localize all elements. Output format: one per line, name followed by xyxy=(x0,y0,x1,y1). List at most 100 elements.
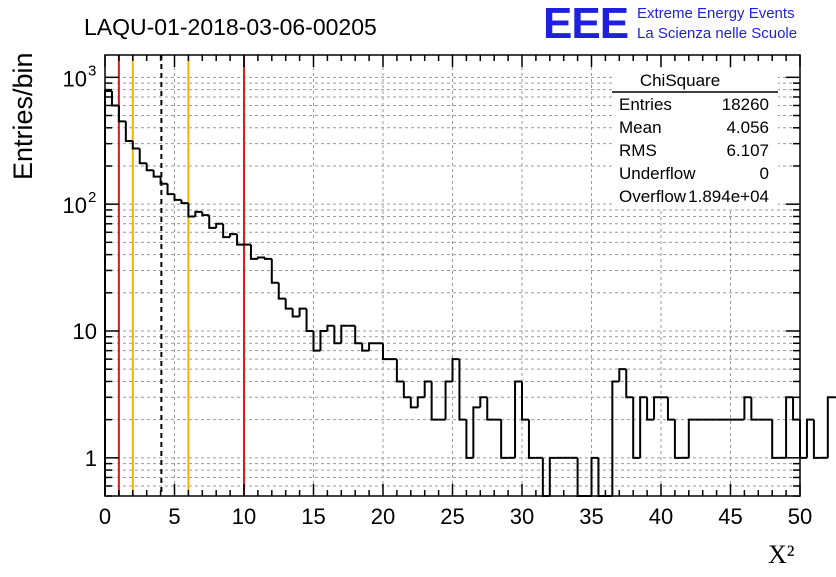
histogram-bin xyxy=(423,380,432,398)
histogram-bin xyxy=(298,307,307,317)
histogram-bin xyxy=(361,343,370,352)
eee-logo: EEE Extreme Energy Events La Scienza nel… xyxy=(543,0,797,48)
stats-value-mean: 4.056 xyxy=(726,118,769,137)
histogram-bin xyxy=(340,324,349,344)
histogram-bin xyxy=(222,223,231,239)
histogram-bin xyxy=(256,256,265,259)
stats-value-overflow: 1.894e+04 xyxy=(688,187,769,206)
y-tick-label: 1 xyxy=(85,446,97,471)
histogram-bin xyxy=(632,397,641,459)
histogram-bin xyxy=(771,419,780,459)
y-tick-label: 10 xyxy=(73,319,97,344)
stats-label-mean: Mean xyxy=(619,118,662,137)
histogram-bin xyxy=(458,359,467,421)
histogram-bin xyxy=(785,396,794,458)
histogram-bin xyxy=(312,330,321,352)
stats-title: ChiSquare xyxy=(640,71,720,90)
histogram-bin xyxy=(646,397,655,421)
chart-title: LAQU-01-2018-03-06-00205 xyxy=(84,14,377,40)
histogram-bin xyxy=(472,406,481,458)
x-tick-label: 20 xyxy=(371,504,395,529)
x-tick-label: 5 xyxy=(168,504,180,529)
histogram-bin xyxy=(416,396,425,408)
histogram-bin xyxy=(270,258,279,284)
logo-line-1: Extreme Energy Events xyxy=(637,5,795,22)
y-tick-label: 10 xyxy=(63,193,87,218)
histogram-bin xyxy=(514,380,522,458)
histogram-bin xyxy=(812,419,821,459)
histogram-bin xyxy=(451,358,460,382)
histogram-bin xyxy=(277,282,286,300)
histogram-bin xyxy=(284,298,293,310)
histogram-bin xyxy=(215,222,224,228)
stats-value-entries: 18260 xyxy=(722,95,769,114)
histogram-bin xyxy=(187,203,196,218)
histogram-bin xyxy=(444,380,453,420)
histogram-bin xyxy=(201,211,210,217)
logo-mark: EEE xyxy=(543,0,628,48)
x-tick-label: 10 xyxy=(232,504,256,529)
x-tick-label: 15 xyxy=(301,504,325,529)
histogram-bin xyxy=(263,257,272,260)
histogram-bin xyxy=(611,380,620,496)
histogram-bin xyxy=(229,233,238,238)
y-tick-label: 10 xyxy=(63,66,87,91)
stats-label-rms: RMS xyxy=(619,141,657,160)
x-tick-label: 25 xyxy=(440,504,464,529)
histogram-bin xyxy=(805,418,814,458)
histogram-bin xyxy=(409,397,418,409)
histogram-bin xyxy=(521,381,529,421)
reference-lines xyxy=(117,55,245,496)
histogram-bin xyxy=(305,308,314,332)
x-tick-label: 35 xyxy=(579,504,603,529)
histogram-bin xyxy=(249,244,258,260)
histogram-bin xyxy=(486,397,495,421)
histogram-bin xyxy=(166,183,175,196)
x-tick-label: 45 xyxy=(718,504,742,529)
stats-box: ChiSquare Entries 18260 Mean 4.056 RMS 6… xyxy=(612,68,778,208)
histogram-bin xyxy=(291,308,300,318)
histogram-bin xyxy=(368,342,377,351)
y-tick-exponent: 3 xyxy=(88,62,96,79)
histogram-bin xyxy=(799,419,807,459)
histogram-bin xyxy=(666,397,675,421)
histogram-bin xyxy=(479,396,488,408)
histogram-bin xyxy=(208,215,217,229)
histogram-bin xyxy=(145,163,154,172)
x-tick-label: 30 xyxy=(510,504,534,529)
histogram-bin xyxy=(402,381,411,399)
x-tick-labels: 0 5 10 15 20 25 30 35 40 45 50 xyxy=(99,504,812,529)
histogram-bin xyxy=(430,381,439,421)
histogram-bin xyxy=(687,418,696,458)
histogram-bin xyxy=(117,105,126,123)
stats-value-rms: 6.107 xyxy=(726,141,769,160)
histogram-bin xyxy=(180,199,189,205)
histogram-bin xyxy=(625,369,634,399)
histogram-bin xyxy=(548,456,557,496)
stats-value-underflow: 0 xyxy=(760,164,769,183)
histogram-bin xyxy=(131,140,140,150)
stats-label-overflow: Overflow xyxy=(619,187,687,206)
histogram-bin xyxy=(618,368,627,382)
histogram-bin xyxy=(500,419,509,459)
histogram-bin xyxy=(792,397,800,421)
histogram-bin xyxy=(236,234,244,246)
logo-line-2: La Scienza nelle Scuole xyxy=(637,25,797,42)
histogram-bin xyxy=(173,194,182,201)
stats-label-entries: Entries xyxy=(619,95,672,114)
histogram-bin xyxy=(159,176,168,185)
histogram-bin xyxy=(465,419,474,459)
histogram-bin xyxy=(138,148,147,165)
x-tick-label: 50 xyxy=(788,504,812,529)
histogram-bin xyxy=(527,419,536,459)
histogram-bin xyxy=(653,396,661,420)
histogram-bin xyxy=(382,343,390,361)
histogram-bin xyxy=(124,121,133,142)
histogram-bin xyxy=(333,325,342,345)
histogram-bin xyxy=(590,456,599,496)
x-tick-label: 40 xyxy=(649,504,673,529)
histogram-bin xyxy=(354,325,363,345)
histogram-bin xyxy=(743,396,752,420)
